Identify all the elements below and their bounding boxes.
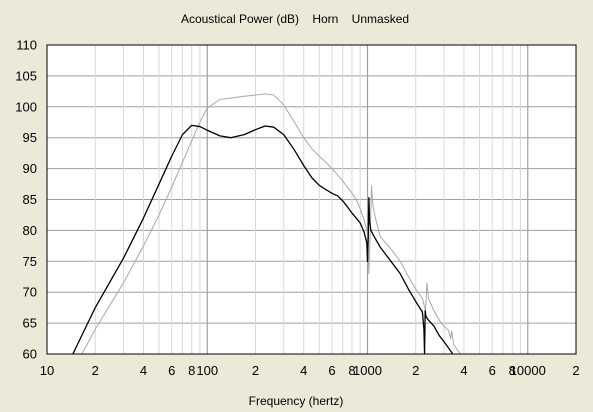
y-tick-label: 75 — [23, 254, 37, 269]
y-tick-label: 105 — [15, 68, 37, 83]
y-tick-label: 80 — [23, 223, 37, 238]
x-tick-label: 6 — [168, 363, 175, 378]
series-layer — [72, 93, 461, 354]
y-tick-label: 85 — [23, 192, 37, 207]
y-tick-label: 100 — [15, 99, 37, 114]
y-tick-label: 95 — [23, 130, 37, 145]
x-tick-label: 8 — [188, 363, 195, 378]
y-tick-label: 65 — [23, 316, 37, 331]
x-tick-label: 2 — [572, 363, 579, 378]
series-line — [72, 124, 454, 354]
x-tick-label: 10000 — [510, 363, 546, 378]
y-tick-label: 90 — [23, 161, 37, 176]
y-tick-label: 70 — [23, 285, 37, 300]
x-tick-label: 100 — [196, 363, 218, 378]
x-tick-label: 2 — [412, 363, 419, 378]
x-tick-label: 8 — [348, 363, 355, 378]
x-tick-label: 1000 — [353, 363, 382, 378]
plot-border — [46, 44, 577, 355]
x-tick-label: 4 — [300, 363, 307, 378]
x-tick-label: 6 — [328, 363, 335, 378]
y-tick-label: 110 — [16, 38, 37, 53]
chart-title: Acoustical Power (dB) Horn Unmasked — [181, 12, 409, 26]
x-tick-label: 10 — [40, 363, 54, 378]
x-tick-label: 2 — [92, 363, 99, 378]
x-tick-label: 4 — [460, 363, 467, 378]
y-axis: 60 65 70 75 80 85 90 95 100 105 110 — [15, 38, 37, 362]
x-axis-label: Frequency (hertz) — [249, 394, 344, 408]
x-tick-label: 2 — [252, 363, 259, 378]
series-line — [81, 93, 461, 354]
y-tick-label: 60 — [23, 347, 37, 362]
x-tick-label: 8 — [509, 363, 516, 378]
x-tick-label: 6 — [489, 363, 496, 378]
x-tick-label: 4 — [140, 363, 147, 378]
